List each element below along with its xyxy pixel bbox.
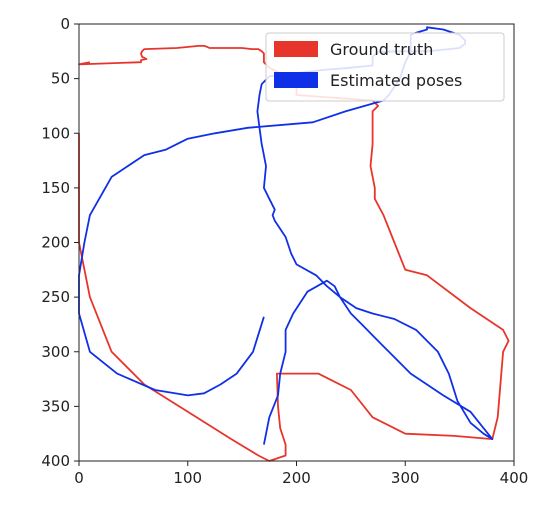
x-axis: 0 100 200 300 400 bbox=[74, 461, 528, 487]
y-tick-label: 50 bbox=[51, 70, 70, 88]
y-tick-label: 250 bbox=[41, 288, 70, 306]
x-tick-label: 200 bbox=[282, 469, 311, 487]
x-tick-label: 400 bbox=[500, 469, 529, 487]
y-tick-label: 0 bbox=[60, 15, 70, 33]
legend-swatch-ground-truth bbox=[274, 41, 318, 57]
x-tick-label: 100 bbox=[173, 469, 202, 487]
x-tick-label: 300 bbox=[391, 469, 420, 487]
legend-label-estimated-poses: Estimated poses bbox=[330, 71, 462, 90]
series-line-ground-truth bbox=[78, 45, 510, 462]
y-tick-label: 150 bbox=[41, 179, 70, 197]
y-tick-label: 100 bbox=[41, 124, 70, 142]
legend-box bbox=[265, 32, 505, 102]
legend-label-ground-truth: Ground truth bbox=[330, 40, 433, 59]
y-axis: 0 50 100 150 200 250 300 350 400 bbox=[41, 15, 79, 470]
legend: Ground truth Estimated poses bbox=[265, 32, 505, 102]
y-tick-label: 300 bbox=[41, 343, 70, 361]
x-tick-label: 0 bbox=[74, 469, 84, 487]
y-tick-label: 350 bbox=[41, 397, 70, 415]
legend-swatch-estimated-poses bbox=[274, 72, 318, 88]
y-tick-label: 200 bbox=[41, 234, 70, 252]
y-tick-label: 400 bbox=[41, 452, 70, 470]
